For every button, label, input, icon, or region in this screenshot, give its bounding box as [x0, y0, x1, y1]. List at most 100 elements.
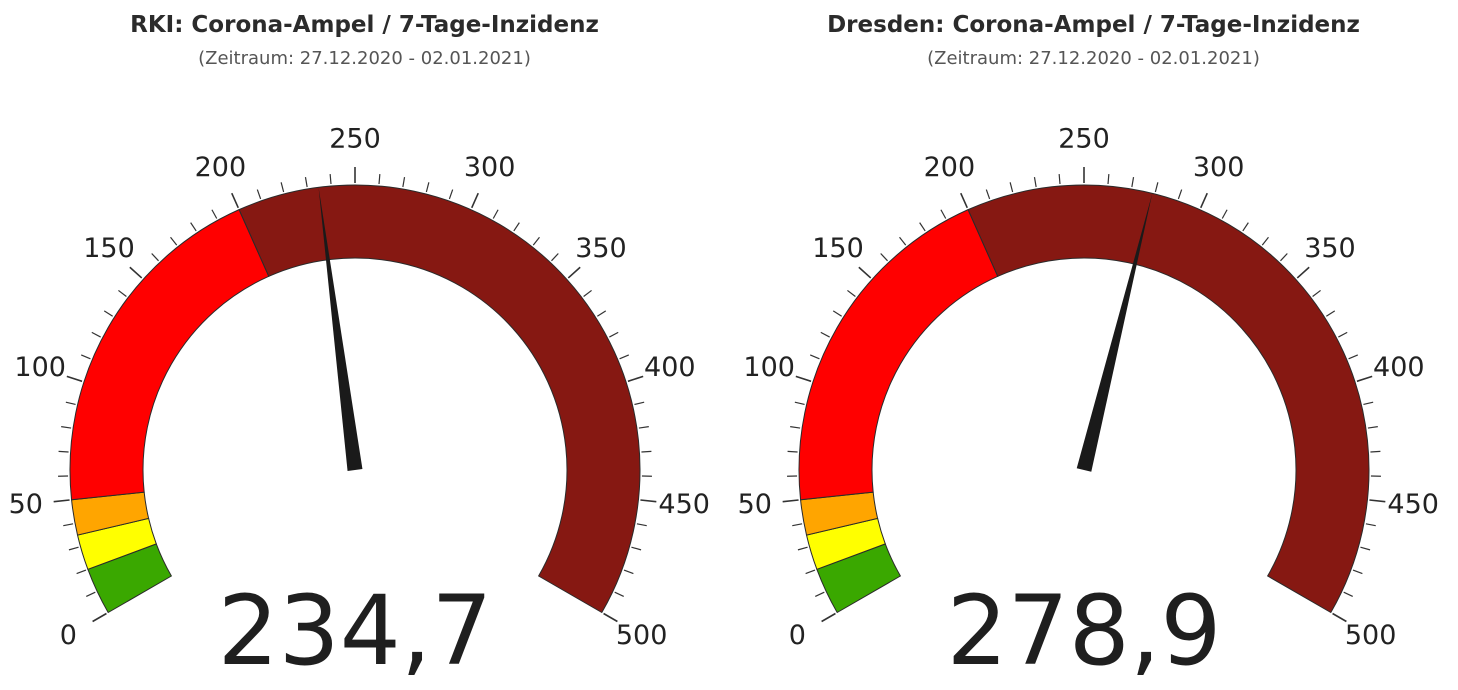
major-tick — [782, 499, 799, 503]
minor-tick — [76, 569, 87, 575]
tick-label: 500 — [616, 620, 668, 651]
minor-tick — [1338, 331, 1348, 338]
major-tick — [795, 375, 812, 383]
major-tick — [66, 375, 83, 383]
minor-tick — [151, 253, 159, 262]
gauge-band-4 — [238, 184, 641, 614]
gauge-value: 234,7 — [218, 575, 493, 687]
gauge-subtitle: (Zeitraum: 27.12.2020 - 02.01.2021) — [198, 48, 531, 69]
major-tick — [1356, 375, 1373, 383]
gauge-value: 278,9 — [947, 575, 1222, 687]
minor-tick — [68, 546, 79, 551]
gauge-needle — [318, 187, 363, 471]
major-tick — [627, 375, 644, 383]
tick-label: 0 — [789, 620, 806, 651]
major-tick — [858, 266, 872, 279]
minor-tick — [797, 546, 808, 551]
gauge-band-4 — [967, 184, 1370, 614]
minor-tick — [58, 450, 69, 453]
minor-tick — [103, 310, 113, 317]
minor-tick — [91, 331, 101, 338]
major-tick — [567, 266, 581, 279]
minor-tick — [425, 182, 430, 193]
minor-tick — [61, 426, 72, 429]
tick-label: 150 — [812, 233, 864, 264]
minor-tick — [809, 354, 820, 360]
gauge-subtitle: (Zeitraum: 27.12.2020 - 02.01.2021) — [927, 48, 1260, 69]
minor-tick — [832, 310, 842, 317]
major-tick — [1200, 192, 1208, 209]
minor-tick — [402, 177, 406, 188]
major-tick — [603, 612, 618, 623]
minor-tick — [532, 236, 540, 246]
minor-tick — [899, 236, 907, 246]
major-tick — [821, 612, 836, 623]
tick-label: 350 — [575, 233, 627, 264]
minor-tick — [985, 189, 991, 200]
minor-tick — [641, 450, 652, 453]
minor-tick — [1360, 546, 1371, 551]
minor-tick — [1365, 523, 1376, 527]
minor-tick — [1312, 289, 1321, 297]
minor-tick — [1280, 253, 1288, 262]
minor-tick — [623, 569, 634, 575]
tick-label: 300 — [464, 152, 516, 183]
minor-tick — [880, 253, 888, 262]
major-tick — [640, 499, 657, 503]
tick-label: 500 — [1345, 620, 1397, 651]
tick-label: 400 — [644, 352, 696, 383]
minor-tick — [1058, 173, 1061, 185]
minor-tick — [118, 289, 127, 297]
major-tick — [129, 266, 143, 279]
tick-label: 450 — [1387, 489, 1439, 520]
minor-tick — [190, 222, 197, 232]
minor-tick — [256, 189, 262, 200]
minor-tick — [792, 523, 803, 527]
minor-tick — [847, 289, 856, 297]
minor-tick — [636, 523, 647, 527]
tick-label: 150 — [83, 233, 135, 264]
major-tick — [960, 192, 968, 209]
minor-tick — [329, 173, 332, 185]
minor-tick — [631, 546, 642, 551]
minor-tick — [1242, 222, 1249, 232]
major-tick — [231, 192, 239, 209]
major-tick — [1296, 266, 1310, 279]
minor-tick — [63, 523, 74, 527]
minor-tick — [634, 401, 645, 406]
minor-tick — [609, 331, 619, 338]
minor-tick — [1352, 569, 1363, 575]
tick-label: 400 — [1373, 352, 1425, 383]
minor-tick — [940, 209, 947, 219]
gauge-chart-dresden: 0 50 100 150 200 250 300 350 400 450 500 278,9 — [738, 124, 1439, 688]
minor-tick — [787, 450, 798, 453]
minor-tick — [1033, 177, 1037, 188]
tick-label: 450 — [658, 489, 710, 520]
tick-label: 100 — [14, 352, 66, 383]
minor-tick — [638, 426, 649, 429]
minor-tick — [1154, 182, 1159, 193]
minor-tick — [1326, 310, 1336, 317]
minor-tick — [820, 331, 830, 338]
tick-label: 200 — [924, 152, 976, 183]
minor-tick — [1009, 182, 1014, 193]
gauge-panel-rki: RKI: Corona-Ampel / 7-Tage-Inzidenz (Zei… — [9, 12, 710, 687]
minor-tick — [1367, 426, 1378, 429]
minor-tick — [86, 591, 96, 597]
tick-label: 350 — [1304, 233, 1356, 264]
minor-tick — [597, 310, 607, 317]
minor-tick — [513, 222, 520, 232]
minor-tick — [919, 222, 926, 232]
major-tick — [471, 192, 479, 209]
minor-tick — [448, 189, 454, 200]
gauge-title: Dresden: Corona-Ampel / 7-Tage-Inzidenz — [827, 12, 1360, 38]
minor-tick — [65, 401, 76, 406]
minor-tick — [170, 236, 178, 246]
major-tick — [1369, 499, 1386, 503]
tick-label: 0 — [60, 620, 77, 651]
tick-label: 300 — [1193, 152, 1245, 183]
tick-label: 250 — [1058, 124, 1110, 155]
tick-label: 250 — [329, 124, 381, 155]
major-tick — [92, 612, 107, 623]
minor-tick — [1343, 591, 1353, 597]
